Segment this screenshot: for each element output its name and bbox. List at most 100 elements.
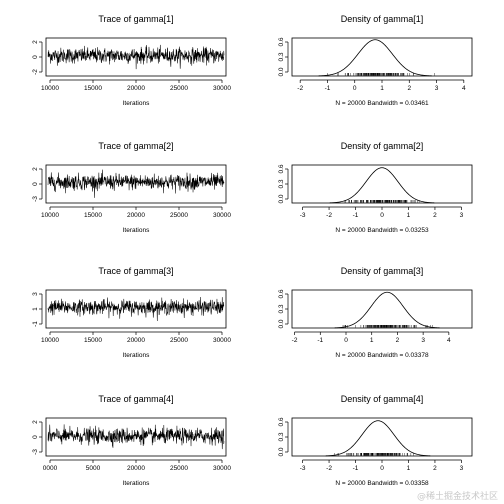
x-tick-label: 0000 bbox=[43, 465, 58, 472]
plot-frame bbox=[45, 164, 227, 204]
x-tick-label: 4 bbox=[447, 337, 451, 344]
x-tick-label: 20000 bbox=[127, 337, 145, 344]
x-tick-label: 20000 bbox=[127, 212, 145, 219]
x-axis-label: Iterations bbox=[123, 227, 150, 234]
x-tick-label: 10000 bbox=[41, 337, 59, 344]
x-tick-label: 10000 bbox=[41, 85, 59, 92]
y-tick-label: 0.3 bbox=[278, 304, 285, 313]
x-tick-label: 0 bbox=[380, 212, 384, 219]
panel-title: Density of gamma[3] bbox=[341, 266, 424, 276]
y-tick-label: 0.0 bbox=[278, 319, 285, 328]
panel-title: Trace of gamma[2] bbox=[98, 141, 173, 151]
rug-marks bbox=[327, 73, 435, 76]
y-tick-label: 0.3 bbox=[278, 179, 285, 188]
x-tick-label: -1 bbox=[325, 85, 331, 92]
x-tick-label: 5000 bbox=[86, 465, 101, 472]
x-tick-label: 1 bbox=[380, 85, 384, 92]
y-tick-label: 0.0 bbox=[278, 67, 285, 76]
y-tick-label: 2 bbox=[32, 40, 39, 44]
x-tick-label: 15000 bbox=[84, 212, 102, 219]
x-tick-label: 30000 bbox=[213, 212, 231, 219]
x-tick-label: 3 bbox=[460, 465, 464, 472]
x-tick-label: 25000 bbox=[170, 212, 188, 219]
y-tick-label: -3 bbox=[32, 196, 39, 202]
x-tick-label: 2 bbox=[407, 85, 411, 92]
plot-frame bbox=[291, 417, 473, 457]
panel-title: Density of gamma[2] bbox=[341, 141, 424, 151]
y-tick-label: 0 bbox=[32, 182, 39, 186]
panel-title: Trace of gamma[3] bbox=[98, 266, 173, 276]
x-tick-label: 20000 bbox=[127, 465, 145, 472]
x-tick-label: -2 bbox=[326, 465, 332, 472]
x-tick-label: -1 bbox=[353, 212, 359, 219]
x-tick-label: 25000 bbox=[170, 337, 188, 344]
panel-8: Density of gamma[4] -3 -2 -1 0 1 2 3 N = 20000 B… bbox=[278, 394, 473, 487]
panel-title: Trace of gamma[1] bbox=[98, 14, 173, 24]
trace-line bbox=[47, 424, 225, 450]
trace-line bbox=[47, 297, 225, 321]
x-tick-label: 25000 bbox=[170, 465, 188, 472]
x-tick-label: -2 bbox=[292, 337, 298, 344]
density-curve bbox=[325, 420, 431, 457]
panel-3: Trace of gamma[2] 10000 15000 20000 25000 300… bbox=[32, 141, 231, 234]
x-tick-label: 1 bbox=[407, 465, 411, 472]
y-tick-label: -1 bbox=[32, 321, 39, 327]
x-tick-label: 2 bbox=[396, 337, 400, 344]
y-tick-label: 1 bbox=[32, 307, 39, 311]
density-curve bbox=[318, 39, 432, 77]
panel-2: Density of gamma[1] -2 -1 0 1 2 3 4 N = 20000 Ba… bbox=[278, 14, 473, 107]
panel-5: Trace of gamma[3] 10000 15000 20000 25000 300… bbox=[32, 266, 231, 359]
x-tick-label: -1 bbox=[353, 465, 359, 472]
plot-frame bbox=[291, 164, 473, 204]
trace-line bbox=[47, 169, 225, 198]
x-tick-label: 10000 bbox=[41, 212, 59, 219]
x-tick-label: 1 bbox=[370, 337, 374, 344]
plot-frame bbox=[45, 289, 227, 329]
x-tick-label: 30000 bbox=[213, 85, 231, 92]
x-tick-label: 20000 bbox=[127, 85, 145, 92]
x-tick-label: 3 bbox=[421, 337, 425, 344]
x-tick-label: 0 bbox=[344, 337, 348, 344]
trace-line bbox=[47, 44, 225, 70]
plot-frame bbox=[45, 417, 227, 457]
y-tick-label: 0.6 bbox=[278, 417, 285, 426]
x-tick-label: 15000 bbox=[84, 85, 102, 92]
x-tick-label: 3 bbox=[460, 212, 464, 219]
x-axis-label: N = 20000 Bandwidth = 0.03378 bbox=[335, 352, 429, 359]
x-axis-label: N = 20000 Bandwidth = 0.03358 bbox=[335, 480, 429, 487]
y-tick-label: -2 bbox=[32, 69, 39, 75]
density-curve bbox=[329, 167, 435, 204]
x-axis-label: N = 20000 Bandwidth = 0.03253 bbox=[335, 227, 429, 234]
y-tick-label: 0.6 bbox=[278, 164, 285, 173]
panel-7: Trace of gamma[4] 0000 5000 20000 25000 30000… bbox=[32, 394, 231, 487]
y-tick-label: -3 bbox=[32, 449, 39, 455]
y-tick-label: 2 bbox=[32, 420, 39, 424]
panel-title: Trace of gamma[4] bbox=[98, 394, 173, 404]
x-tick-label: -3 bbox=[300, 212, 306, 219]
x-axis-label: Iterations bbox=[123, 100, 150, 107]
watermark: @稀土掘金技术社区 bbox=[417, 490, 498, 502]
x-tick-label: 0 bbox=[353, 85, 357, 92]
plot-frame bbox=[291, 37, 473, 77]
rug-marks bbox=[334, 453, 414, 456]
y-tick-label: 0.0 bbox=[278, 194, 285, 203]
x-tick-label: 2 bbox=[433, 212, 437, 219]
panel-4: Density of gamma[2] -3 -2 -1 0 1 2 3 N = 20000 B… bbox=[278, 141, 473, 234]
y-tick-label: 0 bbox=[32, 435, 39, 439]
x-axis-label: Iterations bbox=[123, 352, 150, 359]
rug-marks bbox=[342, 325, 433, 328]
y-tick-label: 0.6 bbox=[278, 37, 285, 46]
x-tick-label: -3 bbox=[300, 465, 306, 472]
panel-title: Density of gamma[4] bbox=[341, 394, 424, 404]
panel-1: Trace of gamma[1] 10000 15000 20000 25000 300… bbox=[32, 14, 231, 107]
x-tick-label: 30000 bbox=[213, 337, 231, 344]
x-tick-label: 1 bbox=[407, 212, 411, 219]
y-tick-label: 2 bbox=[32, 167, 39, 171]
plot-frame bbox=[45, 37, 227, 77]
y-tick-label: 3 bbox=[32, 292, 39, 296]
x-tick-label: -2 bbox=[297, 85, 303, 92]
x-tick-label: 2 bbox=[433, 465, 437, 472]
x-tick-label: 4 bbox=[462, 85, 466, 92]
x-tick-label: 3 bbox=[435, 85, 439, 92]
